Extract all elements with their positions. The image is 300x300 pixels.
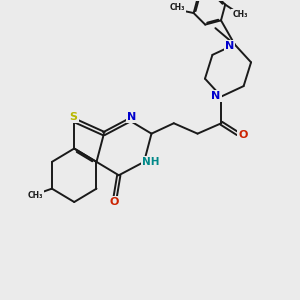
Text: O: O <box>238 130 248 140</box>
Text: O: O <box>109 197 119 207</box>
Text: N: N <box>225 41 234 51</box>
Text: CH₃: CH₃ <box>169 3 185 12</box>
Text: NH: NH <box>142 158 159 167</box>
Text: CH₃: CH₃ <box>27 191 43 200</box>
Text: N: N <box>127 112 136 122</box>
Text: N: N <box>212 91 220 101</box>
Text: S: S <box>70 112 78 122</box>
Text: CH₃: CH₃ <box>232 11 248 20</box>
